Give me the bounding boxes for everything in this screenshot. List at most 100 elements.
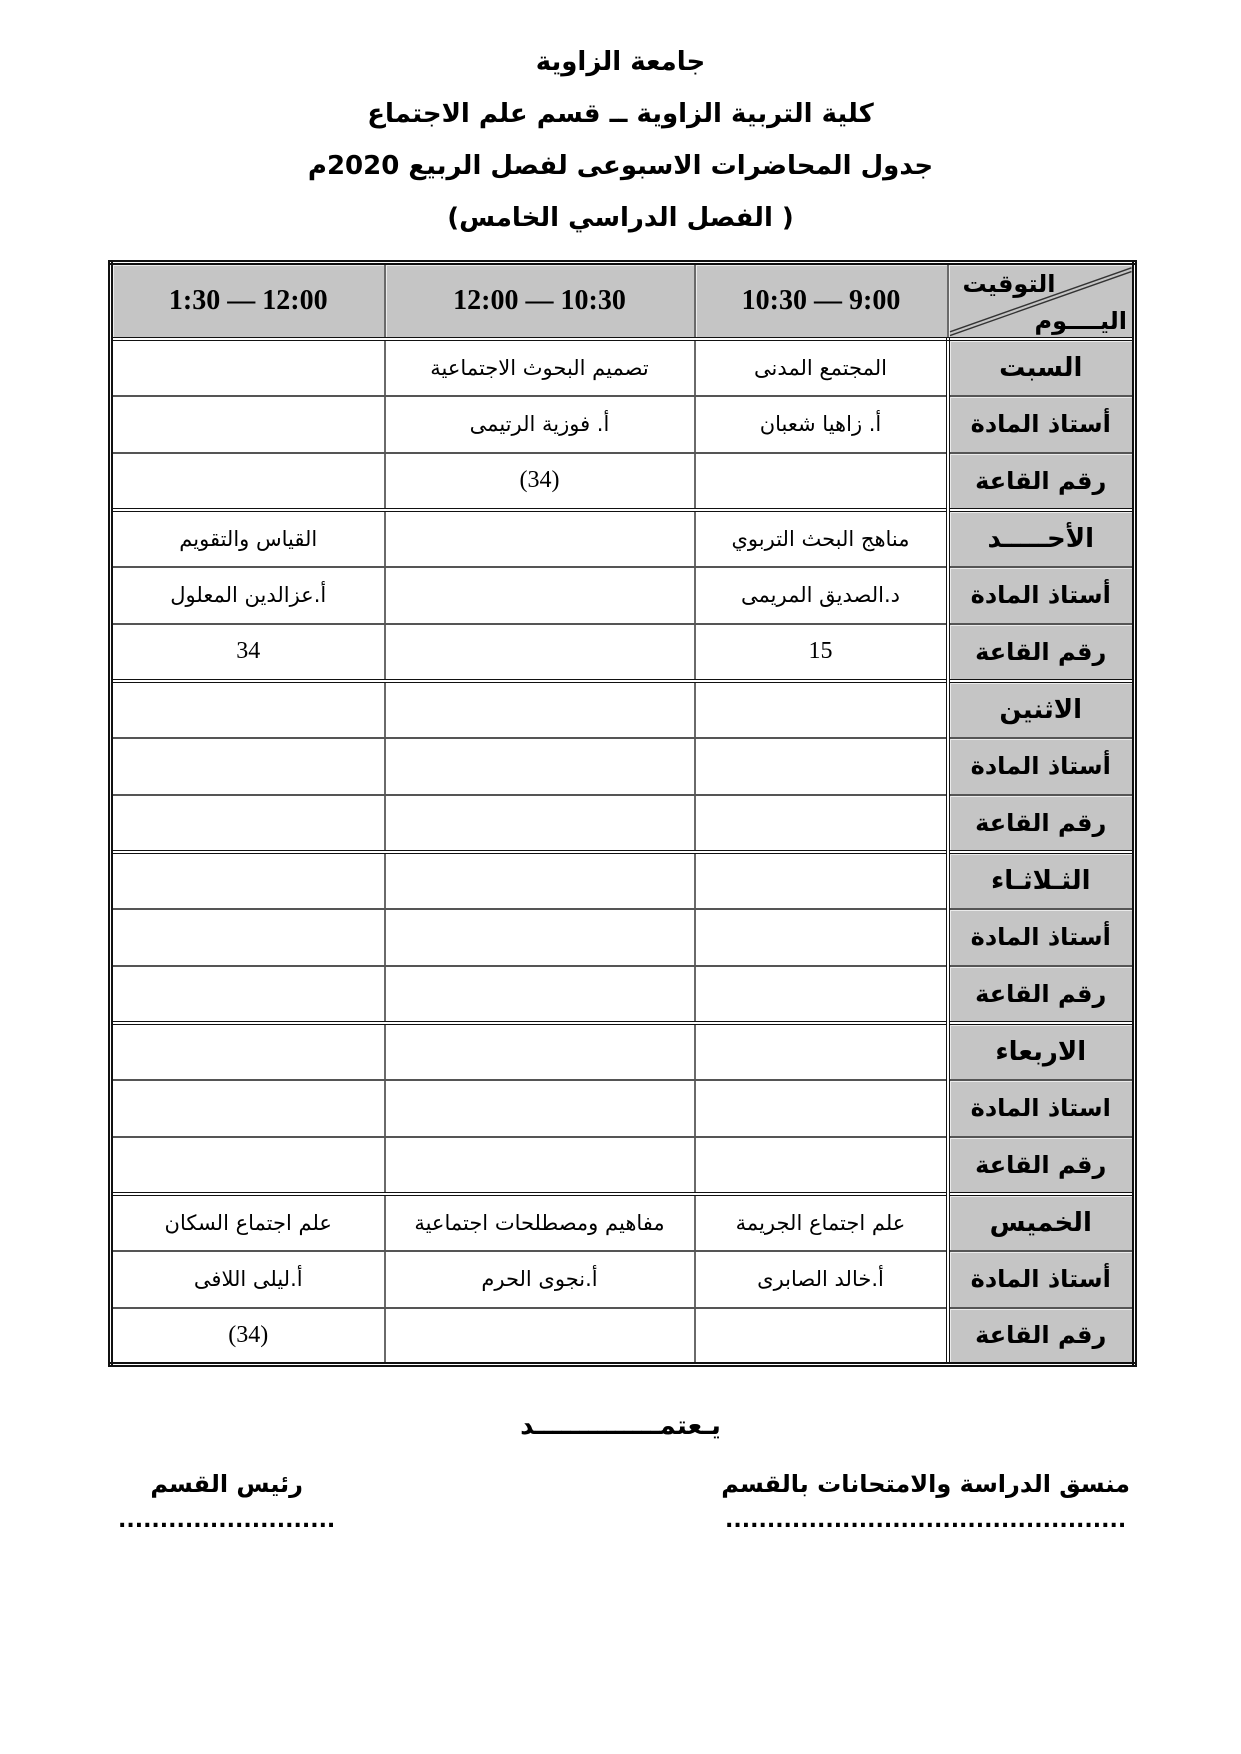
room-cell xyxy=(383,622,696,682)
room-cell xyxy=(693,1135,949,1195)
semester-subtitle: ( الفصل الدراسي الخامس) xyxy=(447,203,794,233)
teacher-cell: د.الصديق المريمى xyxy=(693,565,949,625)
day-cell: الخميس xyxy=(945,1191,1136,1252)
table-row: الاثنين xyxy=(109,678,1136,739)
table-row: رقم القاعة xyxy=(109,793,1136,853)
timing-axis-label: التوقيت xyxy=(962,270,1056,298)
table-row: رقم القاعة (34) xyxy=(109,1306,1136,1366)
subject-cell xyxy=(693,849,949,910)
room-cell xyxy=(383,1306,696,1366)
signature-row: منسق الدراسة والامتحانات بالقسم ........… xyxy=(0,1467,1241,1541)
title-block: جامعة الزاوية كلية التربية الزاوية ــ قس… xyxy=(0,0,1241,244)
day-cell: السبت xyxy=(945,336,1136,397)
room-cell xyxy=(109,964,386,1024)
room-cell: (34) xyxy=(383,451,696,511)
teacher-cell xyxy=(109,394,386,454)
teacher-label-cell: أستاذ المادة xyxy=(945,736,1136,796)
teacher-cell xyxy=(109,1078,386,1138)
room-cell xyxy=(693,793,949,853)
corner-header-cell: التوقيت اليــــوم xyxy=(946,261,1136,340)
table-row: أستاذ المادة د.الصديق المريمى أ.عزالدين … xyxy=(109,565,1136,625)
time-header-12-130: 1:30 — 12:00 xyxy=(109,261,386,340)
teacher-cell xyxy=(109,736,386,796)
subject-cell: مفاهيم ومصطلحات اجتماعية xyxy=(383,1191,696,1252)
subject-cell: تصميم البحوث الاجتماعية xyxy=(383,336,696,397)
room-cell xyxy=(383,964,696,1024)
coordinator-signature-block: منسق الدراسة والامتحانات بالقسم ........… xyxy=(721,1467,1130,1541)
department-head-signature-block: رئيس القسم .......................... xyxy=(118,1467,335,1541)
room-cell xyxy=(383,1135,696,1195)
subject-cell: علم اجتماع الجريمة xyxy=(693,1191,949,1252)
subject-cell xyxy=(693,678,949,739)
table-row: رقم القاعة 15 34 xyxy=(109,622,1136,682)
teacher-cell: أ.عزالدين المعلول xyxy=(109,565,386,625)
room-label-cell: رقم القاعة xyxy=(945,1135,1136,1195)
subject-cell: المجتمع المدنى xyxy=(693,336,949,397)
subject-cell xyxy=(109,1020,386,1081)
day-cell: الثـلاثـاء xyxy=(945,849,1136,910)
room-cell xyxy=(693,451,949,511)
coordinator-title: منسق الدراسة والامتحانات بالقسم xyxy=(721,1470,1130,1498)
room-cell xyxy=(109,451,386,511)
subject-cell xyxy=(383,1020,696,1081)
table-row: استاذ المادة xyxy=(109,1078,1136,1138)
teacher-cell xyxy=(383,565,696,625)
weekly-schedule-table: التوقيت اليــــوم 10:30 — 9:00 12:00 — 1… xyxy=(108,260,1137,1367)
teacher-cell: أ.نجوى الحرم xyxy=(383,1249,696,1309)
room-cell xyxy=(693,964,949,1024)
room-cell: 15 xyxy=(693,622,949,682)
room-cell xyxy=(109,1135,386,1195)
teacher-cell xyxy=(693,907,949,967)
table-row: أستاذ المادة أ. زاهيا شعبان أ. فوزية الر… xyxy=(109,394,1136,454)
university-title: جامعة الزاوية xyxy=(535,47,706,77)
room-label-cell: رقم القاعة xyxy=(945,622,1136,682)
time-header-1030-12: 12:00 — 10:30 xyxy=(383,261,696,340)
table-header-row: التوقيت اليــــوم 10:30 — 9:00 12:00 — 1… xyxy=(109,261,1136,340)
teacher-cell xyxy=(383,907,696,967)
teacher-cell: أ. فوزية الرتيمى xyxy=(383,394,696,454)
teacher-cell xyxy=(383,736,696,796)
room-cell xyxy=(383,793,696,853)
teacher-cell xyxy=(693,1078,949,1138)
room-cell xyxy=(693,1306,949,1366)
table-row: رقم القاعة xyxy=(109,964,1136,1024)
teacher-cell: أ.ليلى اللافى xyxy=(109,1249,386,1309)
subject-cell xyxy=(383,507,696,568)
subject-cell xyxy=(693,1020,949,1081)
room-cell: 34 xyxy=(109,622,386,682)
room-label-cell: رقم القاعة xyxy=(945,793,1136,853)
table-row: الأحـــــد مناهج البحث التربوي القياس وا… xyxy=(109,507,1136,568)
department-head-title: رئيس القسم xyxy=(150,1470,303,1498)
room-cell: (34) xyxy=(109,1306,386,1366)
subject-cell: القياس والتقويم xyxy=(109,507,386,568)
table-row: الاربعاء xyxy=(109,1020,1136,1081)
teacher-label-cell: استاذ المادة xyxy=(945,1078,1136,1138)
teacher-cell: أ. زاهيا شعبان xyxy=(693,394,949,454)
room-label-cell: رقم القاعة xyxy=(945,964,1136,1024)
table-row: السبت المجتمع المدنى تصميم البحوث الاجتم… xyxy=(109,336,1136,397)
approval-label: يـعتمــــــــــــــد xyxy=(520,1411,721,1441)
table-row: أستاذ المادة xyxy=(109,736,1136,796)
teacher-label-cell: أستاذ المادة xyxy=(945,1249,1136,1309)
schedule-title: جدول المحاضرات الاسبوعى لفصل الربيع 2020… xyxy=(307,151,934,181)
time-header-9-1030: 10:30 — 9:00 xyxy=(693,261,949,340)
department-head-signature-line: .......................... xyxy=(118,1508,336,1533)
day-cell: الأحـــــد xyxy=(945,507,1136,568)
room-label-cell: رقم القاعة xyxy=(945,451,1136,511)
teacher-cell: أ.خالد الصابرى xyxy=(693,1249,949,1309)
table-row: أستاذ المادة xyxy=(109,907,1136,967)
subject-cell xyxy=(109,678,386,739)
teacher-label-cell: أستاذ المادة xyxy=(945,394,1136,454)
day-cell: الاثنين xyxy=(945,678,1136,739)
subject-cell xyxy=(383,849,696,910)
table-row: الخميس علم اجتماع الجريمة مفاهيم ومصطلحا… xyxy=(109,1191,1136,1252)
teacher-cell xyxy=(383,1078,696,1138)
subject-cell xyxy=(109,336,386,397)
table-row: رقم القاعة (34) xyxy=(109,451,1136,511)
subject-cell xyxy=(383,678,696,739)
subject-cell: مناهج البحث التربوي xyxy=(693,507,949,568)
day-cell: الاربعاء xyxy=(945,1020,1136,1081)
table-row: رقم القاعة xyxy=(109,1135,1136,1195)
teacher-label-cell: أستاذ المادة xyxy=(945,907,1136,967)
